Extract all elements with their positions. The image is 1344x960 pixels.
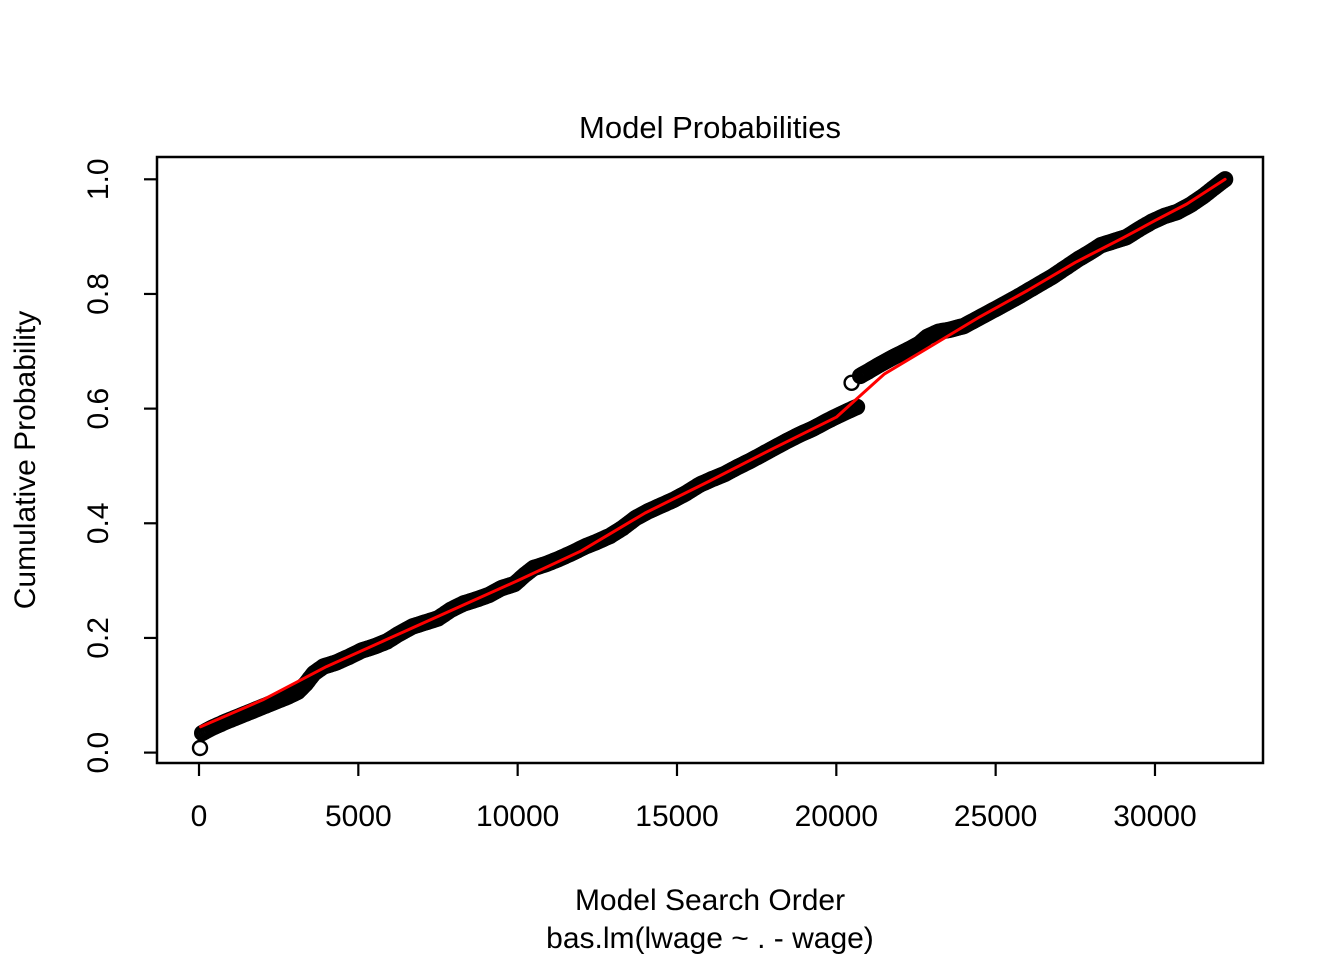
x-axis-label: Model Search Order (575, 884, 845, 917)
chart-title: Model Probabilities (579, 110, 841, 145)
x-tick-label: 30000 (1113, 800, 1196, 833)
y-tick-label: 0.4 (82, 502, 115, 544)
fitted-line (199, 177, 1227, 729)
y-axis-label: Cumulative Probability (9, 311, 42, 609)
y-tick-label: 0.8 (82, 273, 115, 315)
y-axis: 0.0 0.2 0.4 0.6 0.8 1.0 (82, 158, 157, 773)
y-tick-label: 0.2 (82, 617, 115, 659)
x-axis: 0 5000 10000 15000 20000 25000 30000 (191, 763, 1197, 833)
plot-box (155, 155, 1265, 765)
x-tick-label: 0 (191, 800, 208, 833)
y-tick-label: 0.6 (82, 388, 115, 430)
y-tick-label: 0.0 (82, 732, 115, 774)
scatter-points (191, 171, 1234, 757)
fitted-line-path (199, 177, 1227, 729)
x-tick-label: 10000 (476, 800, 559, 833)
data-point (191, 739, 209, 757)
data-point (1216, 171, 1234, 188)
x-tick-label: 5000 (325, 800, 392, 833)
x-axis-sublabel: bas.lm(lwage ~ . - wage) (546, 922, 874, 955)
x-tick-label: 25000 (954, 800, 1037, 833)
x-tick-label: 20000 (795, 800, 878, 833)
y-tick-label: 1.0 (82, 158, 115, 200)
x-tick-label: 15000 (635, 800, 718, 833)
